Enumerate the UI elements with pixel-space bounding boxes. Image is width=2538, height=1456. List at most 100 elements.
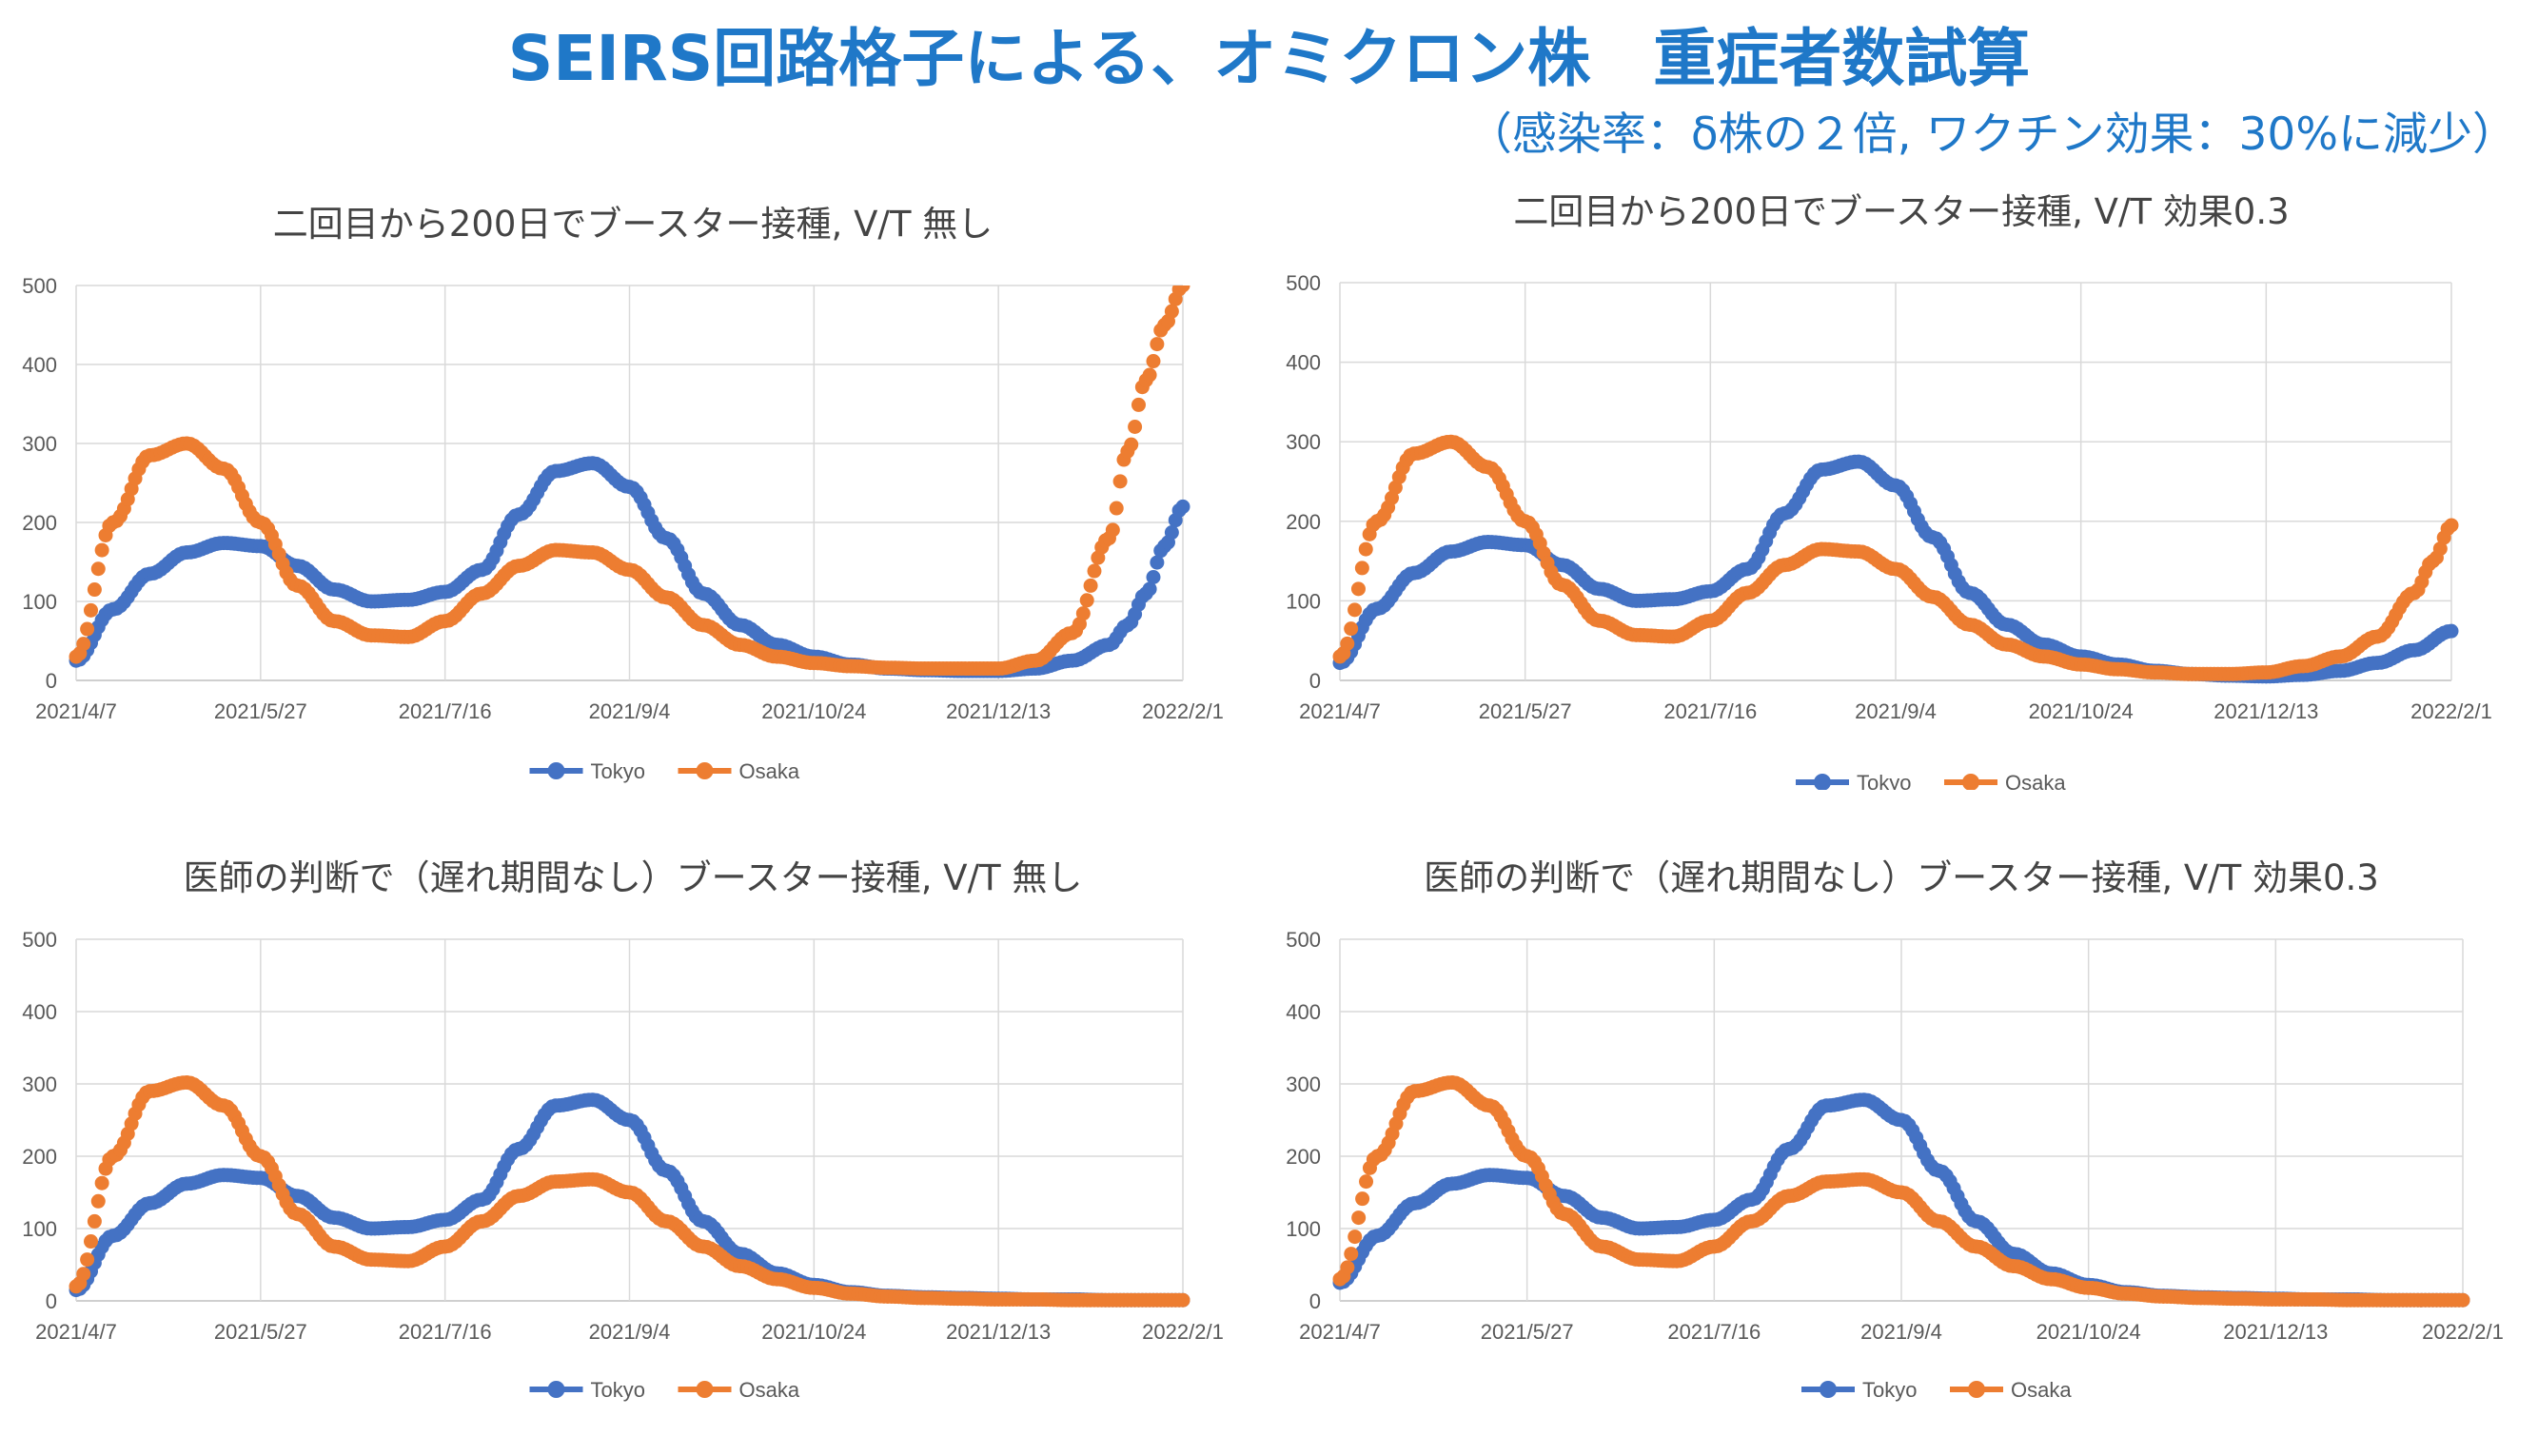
chart-title: 二回目から200日でブースター接種, V/T 無し — [272, 204, 994, 245]
y-tick-label: 200 — [1286, 1145, 1321, 1169]
x-tick-label: 2021/7/16 — [399, 1320, 492, 1344]
x-tick-label: 2021/5/27 — [214, 699, 307, 723]
data-point — [1348, 602, 1363, 618]
y-tick-label: 0 — [46, 669, 57, 693]
series-osaka — [69, 285, 1190, 677]
data-point — [94, 542, 109, 558]
x-tick-label: 2021/12/13 — [2223, 1320, 2328, 1344]
legend-marker — [1962, 774, 1979, 790]
y-tick-label: 300 — [1286, 1072, 1321, 1096]
data-point — [1109, 501, 1124, 516]
data-point — [87, 582, 102, 598]
data-point — [1146, 354, 1161, 369]
data-point — [1131, 397, 1146, 412]
data-point — [80, 1252, 95, 1268]
legend-label: Tokyo — [591, 759, 645, 783]
data-point — [1354, 561, 1369, 576]
x-tick-label: 2021/10/24 — [2036, 1320, 2141, 1344]
y-tick-label: 500 — [1286, 271, 1321, 295]
x-tick-label: 2021/9/4 — [1860, 1320, 1942, 1344]
x-tick-label: 2021/4/7 — [35, 1320, 117, 1344]
data-point — [90, 561, 106, 577]
data-point — [1355, 1191, 1370, 1207]
data-point — [1128, 419, 1143, 434]
x-tick-label: 2021/5/27 — [1479, 699, 1572, 723]
data-point — [1359, 1174, 1374, 1190]
legend-label: Tokyo — [1862, 1378, 1917, 1402]
x-tick-label: 2022/2/1 — [1142, 1320, 1224, 1344]
data-point — [94, 1175, 109, 1190]
legend-label: Osaka — [2005, 771, 2066, 790]
x-tick-label: 2021/5/27 — [214, 1320, 307, 1344]
legend-label: Osaka — [739, 1378, 800, 1402]
data-point — [1351, 1210, 1367, 1226]
chart-title: 医師の判断で（遅れ期間なし）ブースター接種, V/T 無し — [183, 857, 1083, 898]
y-tick-label: 300 — [1286, 430, 1321, 454]
data-point — [1344, 1247, 1359, 1262]
x-tick-label: 2021/4/7 — [1299, 699, 1381, 723]
data-point — [2444, 518, 2459, 533]
data-point — [1175, 285, 1190, 293]
series-osaka — [1332, 1074, 2470, 1308]
y-tick-label: 400 — [1286, 351, 1321, 375]
x-tick-label: 2021/9/4 — [589, 699, 671, 723]
legend-tokyo: Tokyo — [529, 1378, 645, 1402]
x-tick-label: 2021/12/13 — [946, 699, 1051, 723]
y-tick-label: 200 — [22, 1145, 57, 1169]
series-osaka — [1332, 434, 2459, 681]
y-tick-label: 300 — [22, 1072, 57, 1096]
chart-title: 二回目から200日でブースター接種, V/T 効果0.3 — [1513, 191, 2290, 232]
legend-marker — [1814, 774, 1831, 790]
chart-title: 医師の判断で（遅れ期間なし）ブースター接種, V/T 効果0.3 — [1424, 857, 2379, 898]
data-point — [2455, 1292, 2470, 1308]
y-tick-label: 0 — [1309, 1289, 1321, 1313]
legend-osaka: Osaka — [1944, 771, 2066, 790]
legend-tokyo: Tokyo — [529, 759, 645, 783]
data-point — [1150, 555, 1165, 570]
x-tick-label: 2021/7/16 — [1663, 699, 1757, 723]
x-tick-label: 2021/7/16 — [1667, 1320, 1761, 1344]
series-osaka — [69, 1074, 1190, 1308]
x-tick-label: 2021/10/24 — [761, 1320, 866, 1344]
data-point — [1079, 593, 1094, 608]
y-tick-label: 100 — [22, 1217, 57, 1241]
legend-tokyo: Tokyo — [1796, 771, 1911, 790]
x-tick-label: 2021/4/7 — [35, 699, 117, 723]
x-tick-label: 2021/7/16 — [399, 699, 492, 723]
legend-osaka: Osaka — [1950, 1378, 2072, 1402]
legend-tokyo: Tokyo — [1801, 1378, 1917, 1402]
legend-label: Tokyo — [1857, 771, 1911, 790]
legend-marker — [696, 1381, 714, 1398]
data-point — [1175, 1292, 1190, 1308]
page-title: SEIRS回路格子による、オミクロン株 重症者数試算 — [507, 22, 2031, 95]
x-tick-label: 2022/2/1 — [1142, 699, 1224, 723]
data-point — [1344, 621, 1359, 637]
data-point — [80, 621, 95, 637]
data-point — [1150, 337, 1165, 352]
y-tick-label: 200 — [22, 511, 57, 535]
legend-label: Osaka — [739, 759, 800, 783]
data-point — [87, 1213, 102, 1229]
data-point — [1142, 581, 1157, 597]
legend-osaka: Osaka — [678, 759, 800, 783]
data-point — [1124, 437, 1139, 452]
y-tick-label: 400 — [22, 353, 57, 377]
data-point — [84, 1234, 99, 1249]
x-tick-label: 2021/5/27 — [1481, 1320, 1574, 1344]
data-point — [1075, 606, 1091, 621]
y-tick-label: 500 — [22, 928, 57, 952]
chart-svg: 0 100 200 300 400 500 2021/4/7 2021/5/27 2021/7/… — [22, 274, 1224, 783]
data-point — [1142, 367, 1157, 383]
data-point — [76, 1267, 91, 1282]
legend-marker — [1968, 1381, 1985, 1398]
x-tick-label: 2021/12/13 — [946, 1320, 1051, 1344]
data-point — [1340, 1260, 1355, 1275]
data-point — [1175, 499, 1190, 514]
y-tick-label: 400 — [1286, 1000, 1321, 1024]
y-tick-label: 100 — [22, 590, 57, 614]
legend-marker — [547, 1381, 565, 1398]
data-point — [1164, 525, 1179, 541]
chart-panel-top-right: 二回目から200日でブースター接種, V/T 効果0.3 0 100 200 300 4… — [1269, 171, 2534, 790]
x-tick-label: 2021/9/4 — [589, 1320, 671, 1344]
y-tick-label: 0 — [46, 1289, 57, 1313]
